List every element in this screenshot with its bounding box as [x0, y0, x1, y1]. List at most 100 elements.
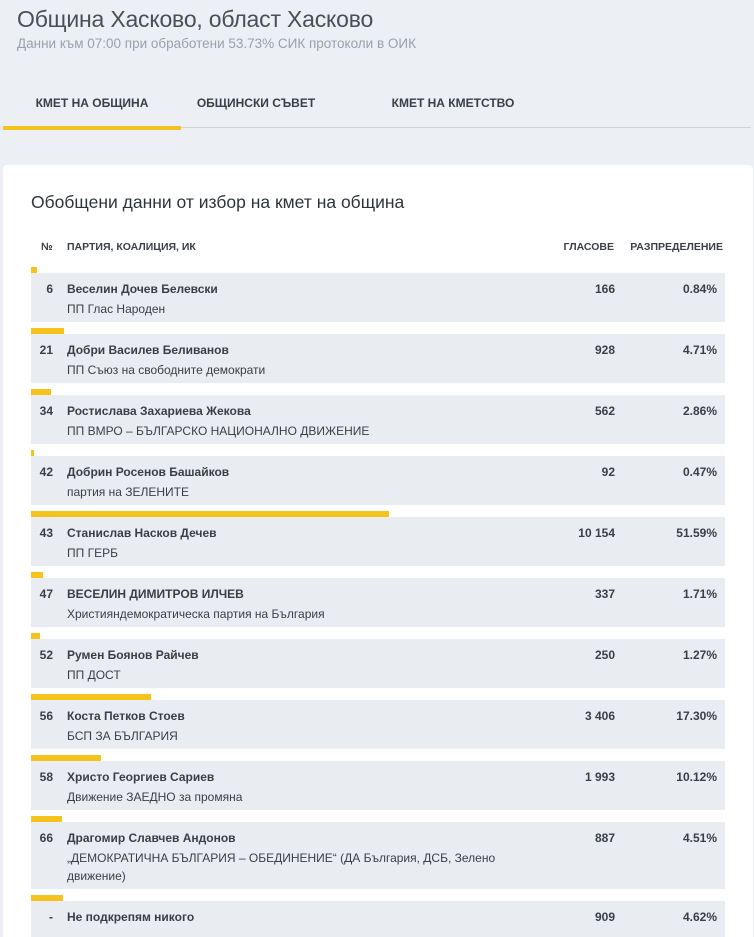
result-row-body: 42 Добрин Росенов Башайков партия на ЗЕЛЕН… — [31, 456, 725, 505]
candidate-name: Добрин Росенов Башайков — [67, 465, 230, 479]
candidate-votes: 337 — [594, 587, 615, 601]
column-header-votes: ГЛАСОВЕ — [563, 241, 614, 253]
result-row-body: 58 Христо Георгиев Сариев Движение ЗАЕДНО … — [31, 761, 725, 810]
vote-share-bar — [31, 633, 40, 639]
result-row: 42 Добрин Росенов Башайков партия на ЗЕЛЕН… — [31, 450, 725, 505]
candidate-votes: 887 — [594, 831, 615, 845]
candidate-distribution: 1.27% — [682, 648, 717, 662]
candidate-name: Коста Петков Стоев — [67, 709, 185, 723]
result-row: 21 Добри Василев Беливанов ПП Съюз на своб… — [31, 328, 725, 383]
candidate-distribution: 0.47% — [682, 465, 717, 479]
candidate-distribution: 1.71% — [682, 587, 717, 601]
candidate-distribution: 4.71% — [682, 343, 717, 357]
vote-share-bar — [31, 572, 43, 578]
result-row-body: 43 Станислав Насков Дечев ПП ГЕРБ 10 154 51.… — [31, 517, 725, 566]
results-list: 6 Веселин Дочев Белевски ПП Глас Народен 16… — [31, 267, 725, 937]
candidate-number: 21 — [39, 343, 53, 357]
vote-share-bar — [31, 816, 63, 822]
column-header-number: № — [41, 241, 53, 253]
candidate-number: - — [49, 910, 53, 924]
candidate-votes: 92 — [601, 465, 615, 479]
column-header-party: ПАРТИЯ, КОАЛИЦИЯ, ИК — [67, 241, 196, 253]
candidate-distribution: 17.30% — [676, 709, 717, 723]
candidate-name: Станислав Насков Дечев — [67, 526, 217, 540]
candidate-number: 56 — [39, 709, 53, 723]
result-row: 43 Станислав Насков Дечев ПП ГЕРБ 10 154 51.… — [31, 511, 725, 566]
candidate-party: ПП Съюз на свободните демократи — [67, 363, 266, 377]
data-status-subtitle: Данни към 07:00 при обработени 53.73% СИ… — [17, 36, 416, 51]
candidate-party: ПП Глас Народен — [67, 302, 166, 316]
candidate-distribution: 0.84% — [682, 282, 717, 296]
vote-share-bar — [31, 328, 64, 334]
result-row: - Не подкрепям никого 909 4.62% — [31, 895, 725, 937]
result-row: 34 Ростислава Захариева Жекова ПП ВМРО – Б… — [31, 389, 725, 444]
candidate-party: ПП ГЕРБ — [67, 546, 118, 560]
candidate-party: ПП ДОСТ — [67, 668, 121, 682]
candidate-party: БСП ЗА БЪЛГАРИЯ — [67, 729, 178, 743]
candidate-distribution: 2.86% — [682, 404, 717, 418]
tab-mayor-municipality[interactable]: КМЕТ НА ОБЩИНА — [3, 78, 181, 130]
candidate-votes: 10 154 — [578, 526, 615, 540]
vote-share-bar — [31, 755, 102, 761]
candidate-name: ВЕСЕЛИН ДИМИТРОВ ИЛЧЕВ — [67, 587, 244, 601]
candidate-votes: 3 406 — [584, 709, 615, 723]
vote-share-bar — [31, 267, 37, 273]
candidate-party: Движение ЗАЕДНО за промяна — [67, 790, 243, 804]
result-row: 47 ВЕСЕЛИН ДИМИТРОВ ИЛЧЕВ Християндемократ… — [31, 572, 725, 627]
vote-share-bar — [31, 895, 64, 901]
vote-share-bar — [31, 450, 35, 456]
candidate-number: 52 — [39, 648, 53, 662]
candidate-votes: 928 — [594, 343, 615, 357]
candidate-votes: 909 — [594, 910, 615, 924]
candidate-distribution: 4.62% — [682, 910, 717, 924]
candidate-distribution: 4.51% — [682, 831, 717, 845]
tab-mayor-town-hall[interactable]: КМЕТ НА КМЕТСТВО — [391, 96, 515, 110]
results-card: Обобщени данни от избор на кмет на общин… — [3, 165, 753, 937]
candidate-name: Ростислава Захариева Жекова — [67, 404, 251, 418]
candidate-name: Христо Георгиев Сариев — [67, 770, 215, 784]
candidate-party: партия на ЗЕЛЕНИТЕ — [67, 485, 190, 499]
candidate-number: 58 — [39, 770, 53, 784]
candidate-distribution: 10.12% — [676, 770, 717, 784]
results-card-title: Обобщени данни от избор на кмет на общин… — [31, 192, 405, 212]
candidate-party: ПП ВМРО – БЪЛГАРСКО НАЦИОНАЛНО ДВИЖЕНИЕ — [67, 424, 370, 438]
result-row: 66 Драгомир Славчев Андонов „ДЕМОКРАТИЧНА … — [31, 816, 725, 889]
candidate-votes: 250 — [594, 648, 615, 662]
vote-share-bar — [31, 694, 152, 700]
candidate-name: Добри Василев Беливанов — [67, 343, 229, 357]
candidate-name: Веселин Дочев Белевски — [67, 282, 218, 296]
tab-municipal-council[interactable]: ОБЩИНСКИ СЪВЕТ — [196, 96, 316, 110]
candidate-number: 6 — [46, 282, 53, 296]
result-row-body: 47 ВЕСЕЛИН ДИМИТРОВ ИЛЧЕВ Християндемократ… — [31, 578, 725, 627]
result-row-body: 21 Добри Василев Беливанов ПП Съюз на своб… — [31, 334, 725, 383]
candidate-number: 42 — [39, 465, 53, 479]
candidate-votes: 166 — [594, 282, 615, 296]
candidate-number: 34 — [39, 404, 53, 418]
candidate-distribution: 51.59% — [676, 526, 717, 540]
result-row: 52 Румен Боянов Райчев ПП ДОСТ 250 1.27% — [31, 633, 725, 688]
result-row-body: 56 Коста Петков Стоев БСП ЗА БЪЛГАРИЯ 3 406… — [31, 700, 725, 749]
result-row-body: 6 Веселин Дочев Белевски ПП Глас Народен 16… — [31, 273, 725, 322]
result-row-body: - Не подкрепям никого 909 4.62% — [31, 901, 725, 937]
result-row-body: 52 Румен Боянов Райчев ПП ДОСТ 250 1.27% — [31, 639, 725, 688]
candidate-number: 66 — [39, 831, 53, 845]
vote-share-bar — [31, 511, 390, 517]
candidate-name: Румен Боянов Райчев — [67, 648, 199, 662]
candidate-number: 47 — [39, 587, 53, 601]
candidate-party: „ДЕМОКРАТИЧНА БЪЛГАРИЯ – ОБЕДИНЕНИЕ“ (ДА… — [67, 851, 496, 883]
candidate-votes: 1 993 — [584, 770, 615, 784]
result-row-body: 34 Ростислава Захариева Жекова ПП ВМРО – Б… — [31, 395, 725, 444]
candidate-number: 43 — [39, 526, 53, 540]
result-row: 56 Коста Петков Стоев БСП ЗА БЪЛГАРИЯ 3 406… — [31, 694, 725, 749]
candidate-name: Не подкрепям никого — [67, 910, 195, 924]
page-title: Община Хасково, област Хасково — [17, 6, 374, 32]
result-row: 58 Христо Георгиев Сариев Движение ЗАЕДНО … — [31, 755, 725, 810]
vote-share-bar — [31, 389, 51, 395]
result-row: 6 Веселин Дочев Белевски ПП Глас Народен 16… — [31, 267, 725, 322]
candidate-party: Християндемократическа партия на Българи… — [67, 607, 325, 621]
election-type-tabs: КМЕТ НА ОБЩИНА ОБЩИНСКИ СЪВЕТ КМЕТ НА КМ… — [3, 78, 751, 130]
column-header-distribution: РАЗПРЕДЕЛЕНИЕ — [630, 241, 723, 253]
page-header: Община Хасково, област Хасково Данни към… — [17, 6, 416, 51]
candidate-name: Драгомир Славчев Андонов — [67, 831, 236, 845]
candidate-votes: 562 — [594, 404, 615, 418]
